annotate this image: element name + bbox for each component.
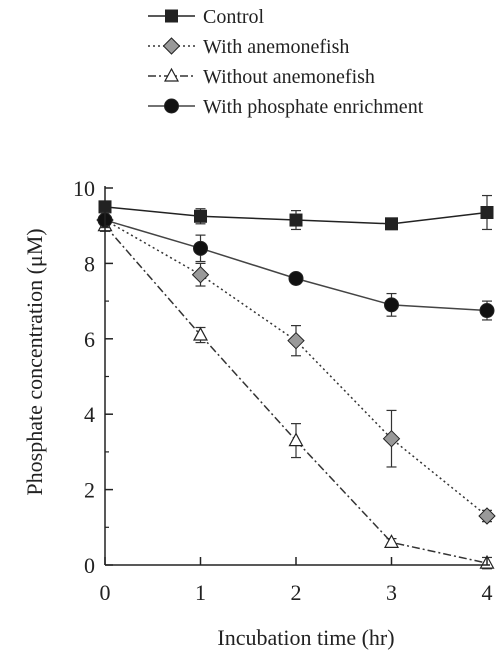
- data-point: [287, 331, 305, 350]
- legend-label: With anemonefish: [203, 36, 349, 58]
- chart-legend: Control With anemonefish Without anemonefi…: [148, 6, 424, 118]
- x-tick-label: 0: [100, 580, 111, 605]
- data-point: [478, 507, 496, 525]
- y-axis-label: Phosphate concentration (μM): [22, 228, 47, 495]
- x-tick-label: 2: [291, 580, 302, 605]
- data-point: [385, 217, 398, 231]
- series-square: [98, 194, 494, 231]
- legend-label: Without anemonefish: [203, 66, 375, 88]
- legend-item: Without anemonefish: [148, 66, 375, 88]
- legend-label: Control: [203, 6, 265, 28]
- plot-area: [96, 194, 496, 570]
- series-line: [104, 225, 488, 564]
- x-axis-label: Incubation time (hr): [217, 625, 394, 650]
- y-tick-label: 8: [84, 251, 95, 276]
- legend-item: Control: [148, 6, 265, 28]
- y-tick-label: 0: [84, 553, 95, 578]
- data-point: [194, 209, 207, 223]
- x-tick-label: 1: [195, 580, 206, 605]
- data-point: [288, 432, 304, 447]
- data-point: [384, 297, 399, 313]
- legend-marker: [163, 67, 180, 82]
- data-point: [480, 206, 494, 220]
- legend-marker: [162, 37, 181, 55]
- data-point: [288, 270, 304, 286]
- y-tick-label: 10: [73, 176, 95, 201]
- data-point: [382, 429, 401, 448]
- chart-axes: Incubation time (hr) Phosphate concentra…: [22, 176, 493, 650]
- series-line: [104, 219, 488, 312]
- data-point: [192, 326, 209, 341]
- x-tick-label: 4: [482, 580, 493, 605]
- y-tick-label: 6: [84, 327, 95, 352]
- legend-item: With phosphate enrichment: [148, 96, 424, 118]
- legend-marker: [164, 98, 179, 114]
- y-tick-label: 2: [84, 478, 95, 503]
- series-line: [104, 219, 488, 517]
- legend-label: With phosphate enrichment: [203, 96, 424, 118]
- legend-item: With anemonefish: [148, 36, 349, 58]
- series-diamond: [96, 211, 496, 525]
- x-tick-label: 3: [386, 580, 397, 605]
- data-point: [191, 266, 210, 284]
- legend-marker: [165, 9, 178, 23]
- y-tick-label: 4: [84, 402, 95, 427]
- data-point: [289, 213, 303, 227]
- data-point: [383, 534, 400, 548]
- data-point: [193, 240, 208, 256]
- data-point: [479, 303, 495, 319]
